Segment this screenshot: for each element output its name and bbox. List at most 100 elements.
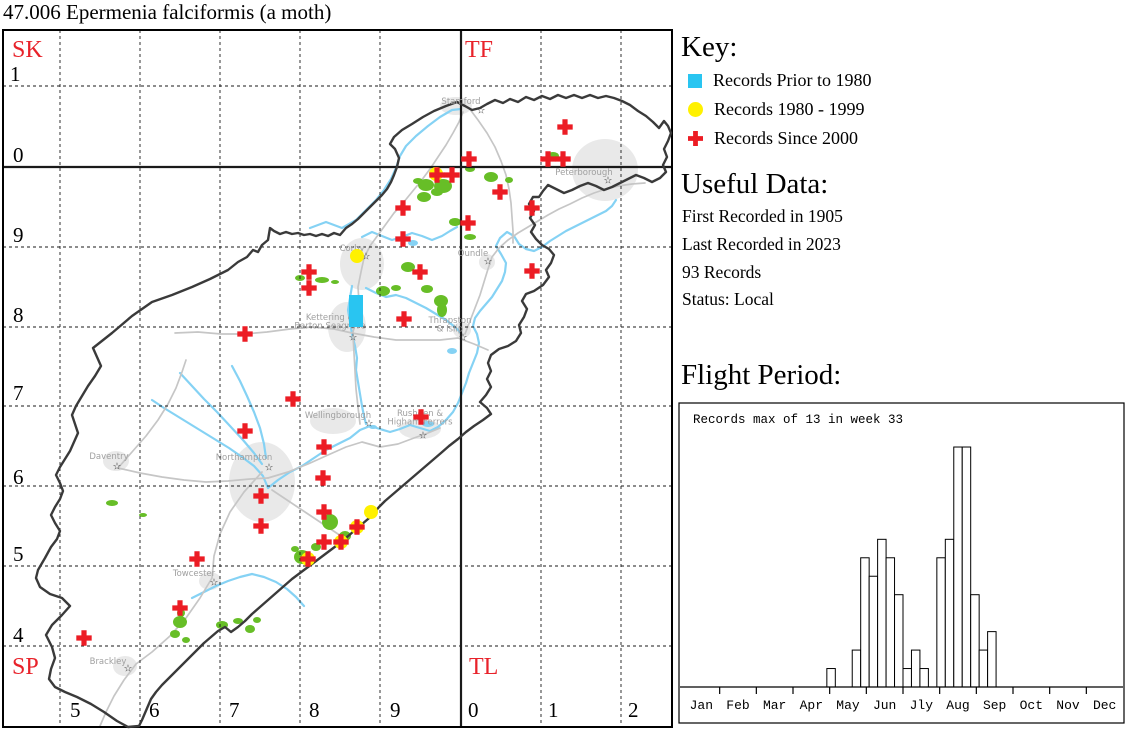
grid-letter-SP: SP xyxy=(12,654,39,680)
record-cross-marker-since-2000 xyxy=(189,551,205,567)
woodland xyxy=(139,513,147,517)
woodland xyxy=(245,625,255,633)
key-item-pre-1980: Records Prior to 1980 xyxy=(688,70,871,91)
record-cross-marker-since-2000 xyxy=(172,600,188,616)
key-item-label: Records Prior to 1980 xyxy=(713,70,872,90)
town-label: Corby xyxy=(339,244,364,254)
month-label-Jly: Jly xyxy=(910,698,934,713)
record-cross-marker-since-2000 xyxy=(524,263,540,279)
urban-area xyxy=(440,97,472,115)
grid-row-label: 6 xyxy=(13,465,24,489)
record-count-line: 93 Records xyxy=(682,262,762,282)
grid-row-label: 4 xyxy=(13,623,24,647)
record-cross-marker-since-2000 xyxy=(316,504,332,520)
woodland xyxy=(391,285,401,291)
chart-bar-week-29 xyxy=(919,668,929,688)
urban-area xyxy=(229,442,295,522)
chart-bar-week-27 xyxy=(902,668,912,688)
lake xyxy=(369,425,377,429)
status-line: Status: Local xyxy=(682,289,774,309)
woodland xyxy=(253,617,261,623)
chart-bar-week-35 xyxy=(970,594,980,688)
record-cross-marker-since-2000 xyxy=(395,200,411,216)
month-label-Apr: Apr xyxy=(800,698,823,713)
road xyxy=(267,427,441,479)
chart-bar-week-32 xyxy=(944,538,955,688)
distribution-map: Stamford☆Peterborough☆Oundle☆Corby☆Kette… xyxy=(2,29,673,729)
woodland xyxy=(431,188,443,196)
record-cross-marker-since-2000 xyxy=(524,200,540,216)
record-cross-marker-since-2000 xyxy=(237,423,253,439)
map-border xyxy=(2,29,673,728)
grid-col-label: 7 xyxy=(229,698,240,722)
record-dot-marker-1980-1999 xyxy=(364,505,378,519)
record-cross-marker-since-2000 xyxy=(237,326,253,342)
grid-letter-TL: TL xyxy=(469,654,498,680)
town-star-icon: ☆ xyxy=(477,106,486,117)
town-star-icon: ☆ xyxy=(124,664,133,675)
town-label: Oundle xyxy=(458,249,488,259)
key-item-label: Records 1980 - 1999 xyxy=(714,99,865,119)
woodland xyxy=(182,637,190,643)
road xyxy=(117,467,269,483)
pre-1980-square-icon xyxy=(688,73,702,88)
town-star-icon: ☆ xyxy=(604,176,613,187)
chart-bar-week-22 xyxy=(860,557,870,688)
grid-col-label: 2 xyxy=(628,698,639,722)
grid-row-label: 0 xyxy=(13,143,24,167)
road xyxy=(99,471,263,727)
town-star-icon: ☆ xyxy=(419,431,428,442)
key-item-since-2000: Records Since 2000 xyxy=(688,128,858,149)
record-cross-marker-since-2000 xyxy=(396,311,412,327)
woodland xyxy=(106,500,118,506)
month-label-Jan: Jan xyxy=(690,698,713,713)
record-cross-marker-since-2000 xyxy=(429,167,445,183)
woodland xyxy=(376,286,390,296)
grid-letter-TF: TF xyxy=(465,37,493,63)
woodland xyxy=(311,543,321,551)
lake xyxy=(422,421,434,427)
river xyxy=(150,398,270,490)
chart-bar-week-28 xyxy=(910,649,921,688)
town-star-icon: ☆ xyxy=(349,333,358,344)
chart-bar-week-21 xyxy=(851,649,862,688)
record-cross-marker-since-2000 xyxy=(76,630,92,646)
town-label: Towcester xyxy=(172,569,216,579)
river xyxy=(178,371,264,466)
1980-1999-circle-icon xyxy=(688,102,703,117)
woodland xyxy=(170,630,180,638)
town-star-icon: ☆ xyxy=(210,578,219,589)
record-square-marker-pre-1980 xyxy=(349,295,363,327)
record-cross-marker-since-2000 xyxy=(540,151,556,167)
grid-col-label: 9 xyxy=(390,698,401,722)
first-recorded-line: First Recorded in 1905 xyxy=(682,206,843,226)
woodland xyxy=(437,303,447,317)
grid-row-label: 5 xyxy=(13,542,24,566)
grid-letter-SK: SK xyxy=(12,37,43,63)
town-star-icon: ☆ xyxy=(362,252,371,263)
chart-bar-week-26 xyxy=(894,594,904,688)
record-cross-marker-since-2000 xyxy=(300,551,316,567)
river xyxy=(346,284,368,426)
chart-bar-week-23 xyxy=(868,575,879,688)
chart-frame xyxy=(678,402,1125,724)
chart-bar-week-37 xyxy=(987,631,997,688)
river xyxy=(190,572,306,608)
woodland xyxy=(401,262,415,272)
record-cross-marker-since-2000 xyxy=(412,264,428,280)
record-cross-marker-since-2000 xyxy=(301,280,317,296)
county-boundary xyxy=(34,93,673,729)
chart-bar-week-25 xyxy=(885,557,896,688)
woodland xyxy=(315,277,329,283)
town-label: Thrapston & Islip xyxy=(427,316,471,335)
road xyxy=(352,111,464,333)
woodland xyxy=(464,234,476,240)
record-cross-marker-since-2000 xyxy=(492,184,508,200)
town-label: Stamford xyxy=(441,97,480,107)
chart-bar-week-34 xyxy=(961,446,972,688)
record-cross-marker-since-2000 xyxy=(316,439,332,455)
town-label: Wellingborough xyxy=(305,411,371,421)
month-label-Jun: Jun xyxy=(873,698,896,713)
town-label: Daventry xyxy=(89,452,128,462)
